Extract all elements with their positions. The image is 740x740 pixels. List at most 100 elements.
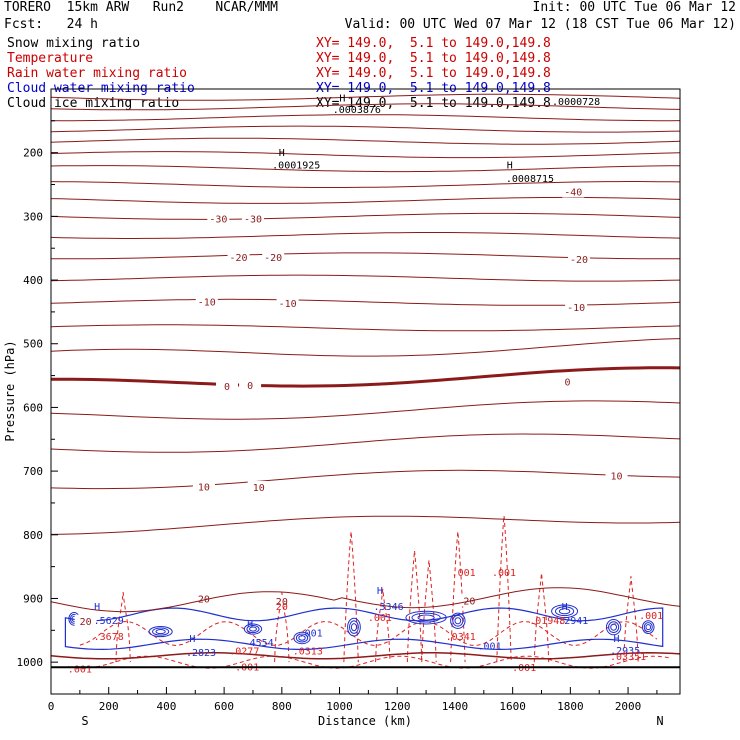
isotherm-line [50, 366, 681, 388]
y-tick-label: 200 [23, 147, 43, 160]
isotherm-label: -40 [564, 188, 582, 199]
cloud-water-label: .5629 [94, 616, 124, 627]
y-tick-label: 800 [23, 529, 43, 542]
isotherm-label-bg [192, 480, 215, 493]
cloud-water-cell [554, 606, 575, 617]
isotherm-label: 20 [276, 597, 288, 608]
snow-label: .0003876 [333, 105, 381, 116]
cloud-water-cell [605, 618, 622, 636]
cloud-water-label: .001 [299, 629, 323, 640]
isotherm-line [50, 103, 681, 111]
south-end-label: S [81, 714, 88, 728]
cloud-water-cell [249, 626, 257, 632]
isotherm-line [50, 151, 681, 159]
isotherm-label: -10 [567, 303, 585, 314]
isotherm-label: -30 [209, 214, 227, 225]
cloud-water-cell [450, 612, 466, 629]
isotherm-line [50, 165, 680, 173]
cloud-water-label: H [247, 619, 253, 630]
x-axis-title: Distance (km) [318, 714, 412, 728]
rain-contour [68, 655, 672, 669]
cloud-water-cell [645, 624, 652, 631]
cloud-water-cell [295, 633, 309, 643]
isotherm-label-bg [247, 481, 270, 494]
isotherm-line [50, 274, 681, 282]
plot-frame [50, 88, 681, 695]
isotherm-line [50, 515, 681, 535]
isotherm-label-bg [562, 185, 585, 198]
cloud-water-cell [452, 614, 464, 627]
isotherm-label-bg [262, 251, 285, 264]
x-tick-label: 1000 [326, 700, 353, 713]
isotherm-label: 20 [80, 617, 92, 628]
snow-label: .0008715 [506, 174, 554, 185]
cloud-water-cell [350, 623, 357, 632]
rain-contour [623, 576, 639, 663]
rain-label: .001 [492, 568, 516, 579]
legend-snow-label: Snow mixing ratio [7, 36, 141, 51]
cloud-water-label: .001 [478, 641, 502, 652]
isotherm-line [50, 232, 681, 239]
cloud-water-label: .3346 [374, 602, 404, 613]
isotherm-label-bg [270, 595, 293, 608]
y-tick-label: 900 [23, 592, 43, 605]
cloud-water-cell [243, 623, 263, 635]
y-tick-label: 400 [23, 274, 43, 287]
isotherm-label: -20 [230, 253, 248, 264]
y-tick-label: 600 [23, 401, 43, 414]
isotherm-label-bg [241, 212, 264, 225]
valid-time: Valid: 00 UTC Wed 07 Mar 12 (18 CST Tue … [344, 17, 736, 32]
cloud-water-label: H [189, 634, 195, 645]
isotherm-label-bg [216, 379, 239, 392]
cloud-water-label: 4554 [250, 638, 274, 649]
north-end-label: N [656, 714, 663, 728]
cloud-water-cell [293, 631, 311, 645]
isotherm-line [50, 125, 681, 133]
rain-label: .001 [68, 664, 92, 675]
rain-label: 20 [276, 602, 288, 613]
isotherm-label-bg [239, 379, 262, 392]
isotherm-line [50, 181, 681, 188]
cloud-water-cell [152, 627, 170, 636]
x-tick-label: 200 [99, 700, 119, 713]
rain-label: .0313 [293, 647, 323, 658]
isotherm-line [50, 196, 681, 204]
cloud-water-cell [641, 620, 655, 635]
isotherm-label-bg [565, 300, 588, 313]
rain-label: .001 [639, 611, 663, 622]
cloud-water-cell [643, 622, 653, 633]
rain-label: .0341 [446, 632, 476, 643]
legend-rain-label: Rain water mixing ratio [7, 66, 188, 81]
isotherm-label: -10 [198, 298, 216, 309]
x-tick-label: 1800 [557, 700, 584, 713]
forecast-hour: Fcst: 24 h [4, 17, 98, 32]
x-tick-label: 1600 [499, 700, 526, 713]
rain-contour [79, 620, 658, 647]
cloud-water-cell [608, 621, 620, 633]
cloud-water-cell [349, 620, 359, 634]
isotherm-line [50, 137, 681, 145]
isotherm-line [50, 212, 681, 220]
isotherm-line [50, 324, 681, 332]
isotherm-line [50, 433, 681, 453]
cloud-water-cell [454, 617, 462, 625]
rain-contour [115, 592, 131, 663]
snow-label: H [507, 161, 513, 172]
x-tick-label: 400 [156, 700, 176, 713]
isotherm-label: 20 [463, 596, 475, 607]
isotherm-label: -30 [244, 214, 262, 225]
cloud-water-cell [155, 629, 166, 635]
snow-label: H [279, 148, 285, 159]
isotherm-line [50, 587, 681, 613]
y-tick-label: 1000 [17, 656, 44, 669]
cloud-water-cell [610, 623, 618, 631]
isotherm-line [50, 400, 681, 420]
isotherm-label: 0 [247, 381, 253, 392]
isotherm-line [50, 114, 681, 122]
cloud-water-contour [64, 607, 664, 651]
init-time: Init: 00 UTC Tue 06 Mar 12 [532, 0, 737, 15]
cloud-water-label: H [94, 602, 100, 613]
y-tick-label: 500 [23, 338, 43, 351]
legend-temperature-xy: XY= 149.0, 5.1 to 149.0,149.8 [316, 51, 551, 66]
